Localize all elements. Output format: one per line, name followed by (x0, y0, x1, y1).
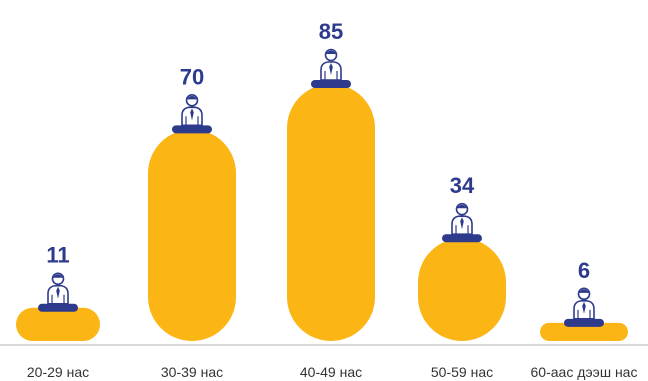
bars: 11 70 85 34 6 (16, 19, 628, 341)
stand (442, 234, 482, 243)
bar-1 (16, 307, 100, 341)
value-label: 34 (450, 173, 475, 198)
person-icon (47, 272, 69, 305)
category-label: 20-29 нас (27, 364, 89, 380)
person-icon (573, 287, 595, 320)
person-icon (451, 202, 473, 235)
stand (172, 125, 212, 134)
category-labels: 20-29 нас 30-39 нас 40-49 нас 50-59 нас 60-а… (27, 364, 638, 380)
bar-2 (148, 129, 236, 341)
stand (38, 303, 78, 312)
value-label: 70 (180, 64, 204, 89)
category-label: 40-49 нас (300, 364, 362, 380)
person-icon (181, 94, 203, 127)
bar-5 (540, 322, 628, 341)
category-label: 60-аас дээш нас (531, 364, 638, 380)
category-label: 30-39 нас (161, 364, 223, 380)
value-label: 6 (578, 258, 590, 283)
bar-4 (418, 238, 506, 341)
value-label: 85 (319, 19, 343, 44)
person-icon (320, 48, 342, 81)
category-label: 50-59 нас (431, 364, 493, 380)
value-label: 11 (46, 243, 69, 268)
stand (311, 80, 351, 88)
stand (564, 318, 604, 327)
bar-3 (287, 84, 375, 341)
